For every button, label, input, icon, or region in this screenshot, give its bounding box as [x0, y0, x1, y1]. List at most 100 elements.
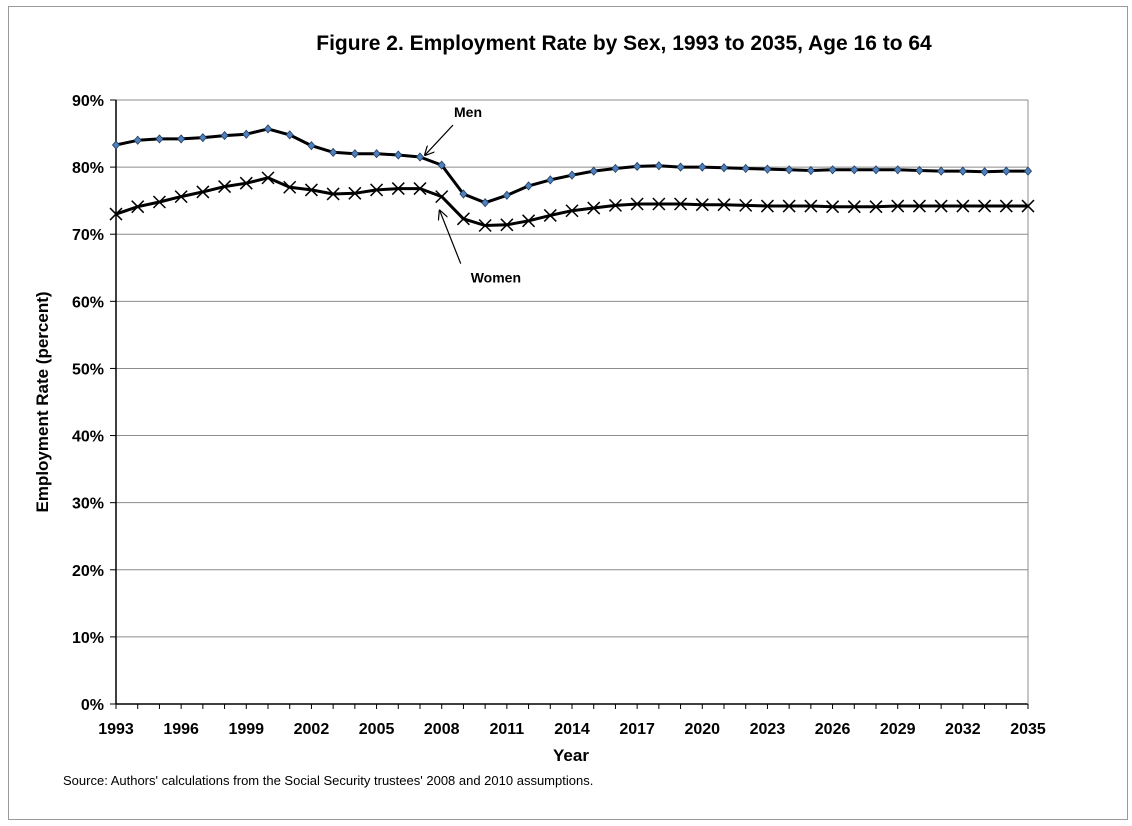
- data-point-men: [719, 163, 729, 173]
- annotation-men: Men: [454, 104, 482, 120]
- annotation-arrow-women: [440, 211, 462, 264]
- data-point-women: [196, 185, 210, 199]
- x-axis-ticks: 1993 1996 1999 2002 2005 2008 2011 2014 2017 2020…: [98, 704, 1046, 738]
- x-tick-label: 2020: [684, 721, 720, 738]
- data-point-men: [459, 189, 468, 199]
- data-point-men: [806, 165, 815, 176]
- y-tick-label: 60%: [72, 294, 104, 311]
- data-point-men: [111, 140, 121, 150]
- y-tick-label: 70%: [72, 227, 104, 244]
- data-point-women: [717, 198, 731, 212]
- x-tick-label: 2023: [750, 721, 786, 738]
- data-point-men: [871, 165, 881, 175]
- data-point-women: [478, 218, 492, 233]
- x-tick-label: 1999: [228, 721, 264, 738]
- data-point-women: [739, 198, 753, 212]
- source-note: Source: Authors' calculations from the S…: [63, 773, 593, 788]
- grid-lines: [116, 99, 1028, 705]
- data-point-men: [567, 170, 577, 180]
- series-men: [111, 124, 1033, 208]
- data-point-women: [869, 200, 883, 214]
- data-point-women: [109, 207, 123, 221]
- data-point-men: [329, 147, 338, 157]
- data-point-women: [934, 199, 948, 213]
- data-point-women: [587, 201, 601, 215]
- data-point-men: [133, 135, 142, 145]
- data-point-men: [177, 134, 186, 144]
- data-point-women: [304, 183, 318, 197]
- data-point-women: [608, 198, 622, 212]
- data-point-women: [152, 195, 166, 209]
- y-tick-label: 0%: [81, 697, 104, 714]
- x-tick-label: 2017: [619, 721, 655, 738]
- data-point-men: [1002, 166, 1011, 176]
- data-point-men: [741, 163, 750, 174]
- y-axis-title: Employment Rate (percent): [33, 291, 52, 512]
- y-tick-label: 20%: [72, 563, 104, 580]
- data-point-men: [850, 165, 859, 175]
- data-point-women: [674, 197, 688, 211]
- data-point-men: [980, 167, 989, 177]
- x-tick-label: 2035: [1010, 721, 1046, 738]
- data-point-women: [912, 199, 926, 213]
- y-tick-label: 40%: [72, 429, 104, 446]
- data-point-men: [1023, 166, 1033, 176]
- data-point-men: [437, 160, 446, 170]
- x-tick-label: 2026: [815, 721, 851, 738]
- data-point-men: [828, 165, 837, 175]
- data-point-women: [630, 197, 644, 211]
- data-point-women: [826, 200, 840, 214]
- data-point-women: [695, 198, 709, 212]
- x-tick-label: 2032: [945, 721, 981, 738]
- y-tick-label: 50%: [72, 361, 104, 378]
- data-point-women: [326, 187, 340, 201]
- data-point-women: [522, 214, 536, 228]
- data-point-women: [370, 183, 384, 197]
- data-point-men: [589, 166, 598, 176]
- x-tick-label: 2014: [554, 721, 590, 738]
- data-point-men: [350, 149, 359, 159]
- y-tick-label: 10%: [72, 630, 104, 647]
- data-point-women: [456, 212, 470, 226]
- data-point-men: [937, 166, 946, 176]
- data-point-women: [978, 199, 992, 213]
- data-point-men: [546, 175, 555, 185]
- data-point-women: [261, 171, 275, 185]
- data-point-men: [958, 166, 967, 176]
- x-tick-label: 2008: [424, 721, 460, 738]
- y-tick-label: 30%: [72, 496, 104, 513]
- data-point-women: [999, 199, 1013, 213]
- x-tick-label: 1996: [163, 721, 199, 738]
- data-point-men: [285, 130, 294, 140]
- data-point-men: [633, 161, 642, 172]
- data-point-women: [782, 199, 796, 213]
- x-tick-label: 2002: [294, 721, 330, 738]
- data-point-men: [220, 130, 229, 141]
- data-point-men: [155, 134, 164, 144]
- annotation-women: Women: [471, 270, 521, 286]
- data-point-men: [372, 149, 381, 159]
- data-point-men: [263, 124, 273, 134]
- data-point-women: [543, 208, 557, 222]
- data-point-men: [654, 161, 663, 171]
- chart-title: Figure 2. Employment Rate by Sex, 1993 t…: [316, 32, 932, 55]
- data-point-men: [611, 163, 620, 174]
- data-point-women: [652, 197, 666, 211]
- data-point-men: [785, 165, 794, 175]
- data-point-men: [415, 152, 425, 162]
- data-point-men: [307, 141, 316, 151]
- data-point-women: [435, 190, 449, 204]
- data-point-women: [174, 190, 188, 204]
- x-tick-label: 2005: [359, 721, 395, 738]
- data-point-women: [565, 204, 579, 218]
- series-line-women: [115, 176, 1028, 227]
- annotations: Men Women: [425, 104, 521, 286]
- y-axis-ticks: 0% 10% 20% 30% 40% 50% 60% 70% 80% 90%: [72, 93, 117, 714]
- data-point-women: [131, 200, 145, 214]
- data-point-men: [394, 150, 403, 160]
- annotation-arrow-men: [425, 124, 454, 155]
- data-point-women: [239, 176, 253, 190]
- y-tick-label: 80%: [72, 160, 104, 177]
- data-point-women: [891, 199, 905, 213]
